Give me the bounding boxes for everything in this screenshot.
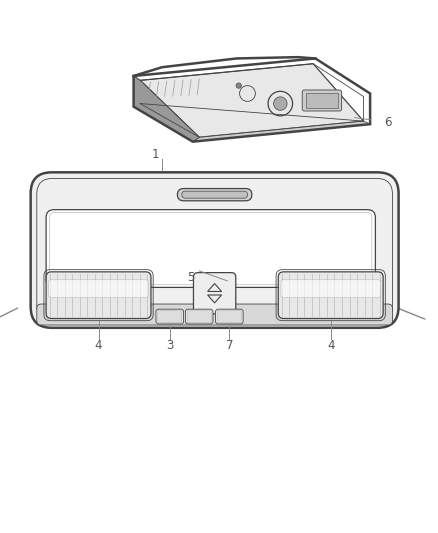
FancyBboxPatch shape <box>156 309 184 324</box>
FancyBboxPatch shape <box>187 311 211 322</box>
Text: 7: 7 <box>226 339 233 352</box>
FancyBboxPatch shape <box>302 90 342 111</box>
Text: 6: 6 <box>384 116 392 130</box>
Polygon shape <box>134 76 199 142</box>
Text: 4: 4 <box>327 339 335 352</box>
Text: 1: 1 <box>152 148 159 161</box>
FancyBboxPatch shape <box>46 272 151 319</box>
FancyBboxPatch shape <box>182 191 247 198</box>
FancyBboxPatch shape <box>278 272 383 319</box>
Polygon shape <box>134 76 199 142</box>
FancyBboxPatch shape <box>217 311 241 322</box>
Polygon shape <box>140 64 364 138</box>
FancyBboxPatch shape <box>49 280 148 297</box>
Text: 4: 4 <box>95 339 102 352</box>
FancyBboxPatch shape <box>281 280 381 297</box>
Bar <box>306 93 338 108</box>
FancyBboxPatch shape <box>46 209 375 287</box>
FancyBboxPatch shape <box>37 304 392 325</box>
FancyBboxPatch shape <box>215 309 243 324</box>
FancyBboxPatch shape <box>194 272 236 314</box>
FancyBboxPatch shape <box>158 311 182 322</box>
FancyBboxPatch shape <box>185 309 213 324</box>
Circle shape <box>236 83 241 88</box>
Text: 3: 3 <box>166 339 173 352</box>
FancyBboxPatch shape <box>31 172 399 328</box>
Text: 5: 5 <box>187 271 194 284</box>
Circle shape <box>274 97 287 110</box>
FancyBboxPatch shape <box>177 189 252 201</box>
Polygon shape <box>193 121 370 142</box>
